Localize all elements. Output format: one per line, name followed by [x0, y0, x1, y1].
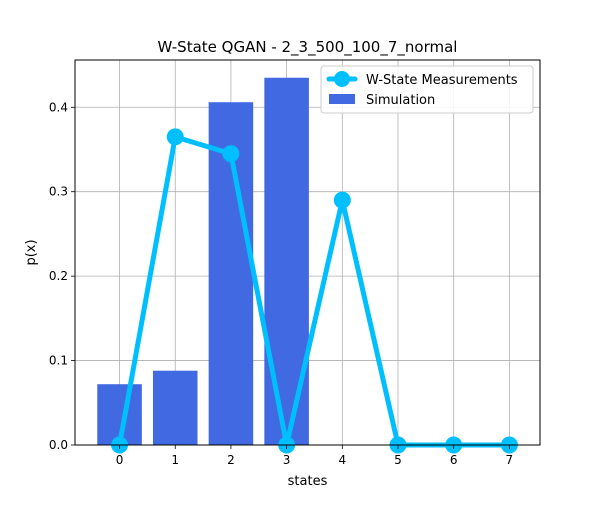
legend-bar-swatch: [329, 94, 355, 104]
point-w-state-1: [166, 128, 184, 146]
x-tick-label: 7: [506, 453, 514, 467]
legend-label-measurements: W-State Measurements: [366, 73, 518, 88]
chart-title: W-State QGAN - 2_3_500_100_7_normal: [158, 38, 458, 57]
x-axis-label: states: [288, 474, 328, 489]
y-tick-label: 0.3: [49, 185, 68, 199]
legend: W-State Measurements Simulation: [320, 65, 534, 114]
y-tick-label: 0.1: [49, 354, 68, 368]
y-tick-label: 0.2: [49, 269, 68, 283]
x-tick-label: 4: [338, 453, 346, 467]
x-tick-label: 6: [450, 453, 458, 467]
x-tick-label: 5: [394, 453, 402, 467]
legend-box: [320, 65, 534, 114]
y-axis-label: p(x): [24, 239, 39, 265]
point-w-state-4: [333, 191, 351, 209]
legend-marker-swatch: [334, 71, 350, 87]
y-tick-label: 0.4: [49, 100, 68, 114]
tick-layer: 0 1 2 3 4 5 6 7 0.0 0.1 0.2 0.3 0.4: [49, 100, 513, 467]
bar-simulation-3: [264, 77, 309, 446]
bar-simulation-1: [152, 370, 198, 445]
x-tick-label: 2: [227, 453, 235, 467]
x-tick-label: 0: [116, 453, 124, 467]
y-tick-label: 0.0: [49, 438, 68, 452]
point-w-state-2: [222, 145, 240, 163]
x-tick-label: 3: [283, 453, 291, 467]
plot-frame: [74, 59, 541, 446]
x-tick-label: 1: [171, 453, 179, 467]
legend-label-simulation: Simulation: [366, 93, 435, 108]
